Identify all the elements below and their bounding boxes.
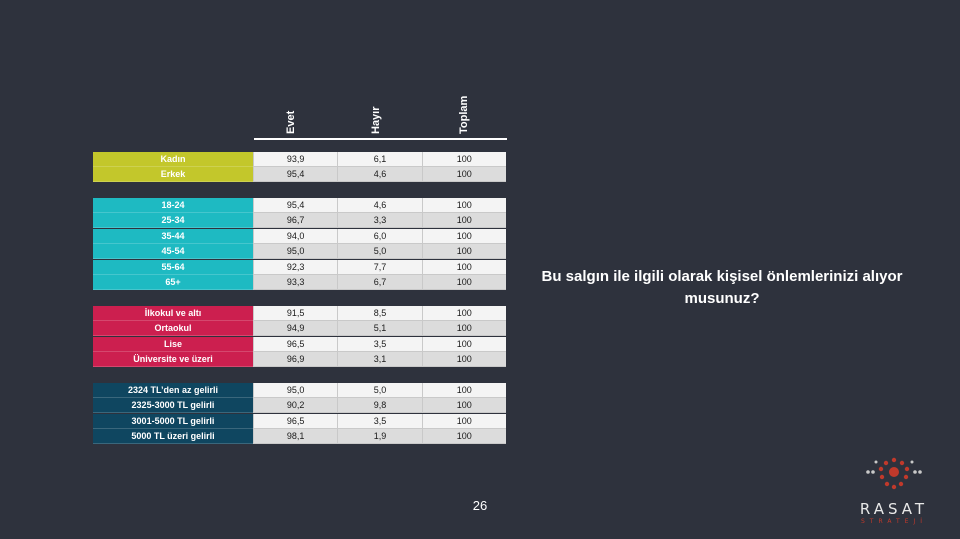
table-row: 65+ 93,3 6,7 100 — [93, 275, 507, 290]
hayir-cell: 6,0 — [337, 228, 422, 244]
table-row: Erkek 95,4 4,6 100 — [93, 167, 507, 183]
toplam-cell: 100 — [421, 352, 506, 368]
toplam-cell: 100 — [421, 198, 506, 213]
header-divider — [254, 138, 507, 140]
row-label: Lise — [93, 336, 253, 352]
logo-icon — [866, 457, 922, 490]
row-label: 55-64 — [93, 259, 253, 275]
hayir-cell: 6,7 — [337, 275, 422, 290]
hayir-cell: 4,6 — [337, 167, 422, 183]
row-label: 3001-5000 TL gelirli — [93, 413, 253, 429]
row-label: 2324 TL’den az gelirli — [93, 383, 253, 398]
toplam-cell: 100 — [421, 275, 506, 290]
hayir-cell: 5,0 — [337, 383, 422, 398]
evet-cell: 91,5 — [253, 306, 338, 321]
table-row: 3001-5000 TL gelirli 96,5 3,5 100 — [93, 413, 507, 429]
hayir-cell: 3,3 — [337, 213, 422, 229]
evet-cell: 96,9 — [253, 352, 338, 368]
hayir-cell: 4,6 — [337, 198, 422, 213]
toplam-cell: 100 — [421, 213, 506, 229]
column-header-hayir: Hayır — [368, 96, 386, 134]
hayir-cell: 5,0 — [337, 244, 422, 260]
column-header-toplam: Toplam — [456, 96, 474, 134]
row-label: 5000 TL üzeri gelirli — [93, 429, 253, 445]
table-row: 25-34 96,7 3,3 100 — [93, 213, 507, 229]
toplam-cell: 100 — [421, 321, 506, 337]
toplam-cell: 100 — [421, 244, 506, 260]
table-row: Lise 96,5 3,5 100 — [93, 336, 507, 352]
evet-cell: 95,4 — [253, 167, 338, 183]
evet-cell: 93,9 — [253, 152, 338, 167]
row-label: 45-54 — [93, 244, 253, 260]
evet-cell: 95,0 — [253, 383, 338, 398]
table-row: 55-64 92,3 7,7 100 — [93, 259, 507, 275]
row-label: Üniversite ve üzeri — [93, 352, 253, 368]
row-label: 35-44 — [93, 228, 253, 244]
table-row: 5000 TL üzeri gelirli 98,1 1,9 100 — [93, 429, 507, 445]
toplam-cell: 100 — [421, 306, 506, 321]
evet-cell: 96,5 — [253, 413, 338, 429]
column-header-label: Toplam — [458, 95, 470, 134]
table-row: Üniversite ve üzeri 96,9 3,1 100 — [93, 352, 507, 368]
table-row: 2325-3000 TL gelirli 90,2 9,8 100 — [93, 398, 507, 414]
toplam-cell: 100 — [421, 429, 506, 445]
evet-cell: 96,5 — [253, 336, 338, 352]
hayir-cell: 3,1 — [337, 352, 422, 368]
hayir-cell: 3,5 — [337, 413, 422, 429]
evet-cell: 93,3 — [253, 275, 338, 290]
toplam-cell: 100 — [421, 383, 506, 398]
hayir-cell: 5,1 — [337, 321, 422, 337]
toplam-cell: 100 — [421, 336, 506, 352]
toplam-cell: 100 — [421, 259, 506, 275]
evet-cell: 90,2 — [253, 398, 338, 414]
company-logo: RASAT STRATEJİ — [848, 456, 940, 528]
row-label: 2325-3000 TL gelirli — [93, 398, 253, 414]
evet-cell: 95,4 — [253, 198, 338, 213]
table-row: 18-24 95,4 4,6 100 — [93, 198, 507, 213]
hayir-cell: 6,1 — [337, 152, 422, 167]
toplam-cell: 100 — [421, 167, 506, 183]
table-row: İlkokul ve altı 91,5 8,5 100 — [93, 306, 507, 321]
evet-cell: 98,1 — [253, 429, 338, 445]
row-label: Ortaokul — [93, 321, 253, 337]
evet-cell: 94,0 — [253, 228, 338, 244]
table-row: 35-44 94,0 6,0 100 — [93, 228, 507, 244]
toplam-cell: 100 — [421, 398, 506, 414]
row-label: Kadın — [93, 152, 253, 167]
row-label: 18-24 — [93, 198, 253, 213]
row-label: Erkek — [93, 167, 253, 183]
evet-cell: 95,0 — [253, 244, 338, 260]
row-label: 25-34 — [93, 213, 253, 229]
hayir-cell: 3,5 — [337, 336, 422, 352]
hayir-cell: 8,5 — [337, 306, 422, 321]
hayir-cell: 7,7 — [337, 259, 422, 275]
hayir-cell: 1,9 — [337, 429, 422, 445]
evet-cell: 96,7 — [253, 213, 338, 229]
toplam-cell: 100 — [421, 413, 506, 429]
column-header-label: Hayır — [370, 106, 382, 134]
hayir-cell: 9,8 — [337, 398, 422, 414]
row-label: 65+ — [93, 275, 253, 290]
toplam-cell: 100 — [421, 228, 506, 244]
question-text: Bu salgın ile ilgili olarak kişisel önle… — [541, 268, 903, 307]
row-label: İlkokul ve altı — [93, 306, 253, 321]
toplam-cell: 100 — [421, 152, 506, 167]
evet-cell: 92,3 — [253, 259, 338, 275]
table-row: 2324 TL’den az gelirli 95,0 5,0 100 — [93, 383, 507, 398]
page-number: 26 — [472, 498, 488, 513]
column-header-label: Evet — [285, 110, 297, 134]
table-row: 45-54 95,0 5,0 100 — [93, 244, 507, 260]
column-header-evet: Evet — [283, 96, 301, 134]
logo-subtitle: STRATEJİ — [860, 518, 928, 525]
evet-cell: 94,9 — [253, 321, 338, 337]
table-row: Ortaokul 94,9 5,1 100 — [93, 321, 507, 337]
logo-name: RASAT — [859, 500, 929, 518]
table-row: Kadın 93,9 6,1 100 — [93, 152, 507, 167]
